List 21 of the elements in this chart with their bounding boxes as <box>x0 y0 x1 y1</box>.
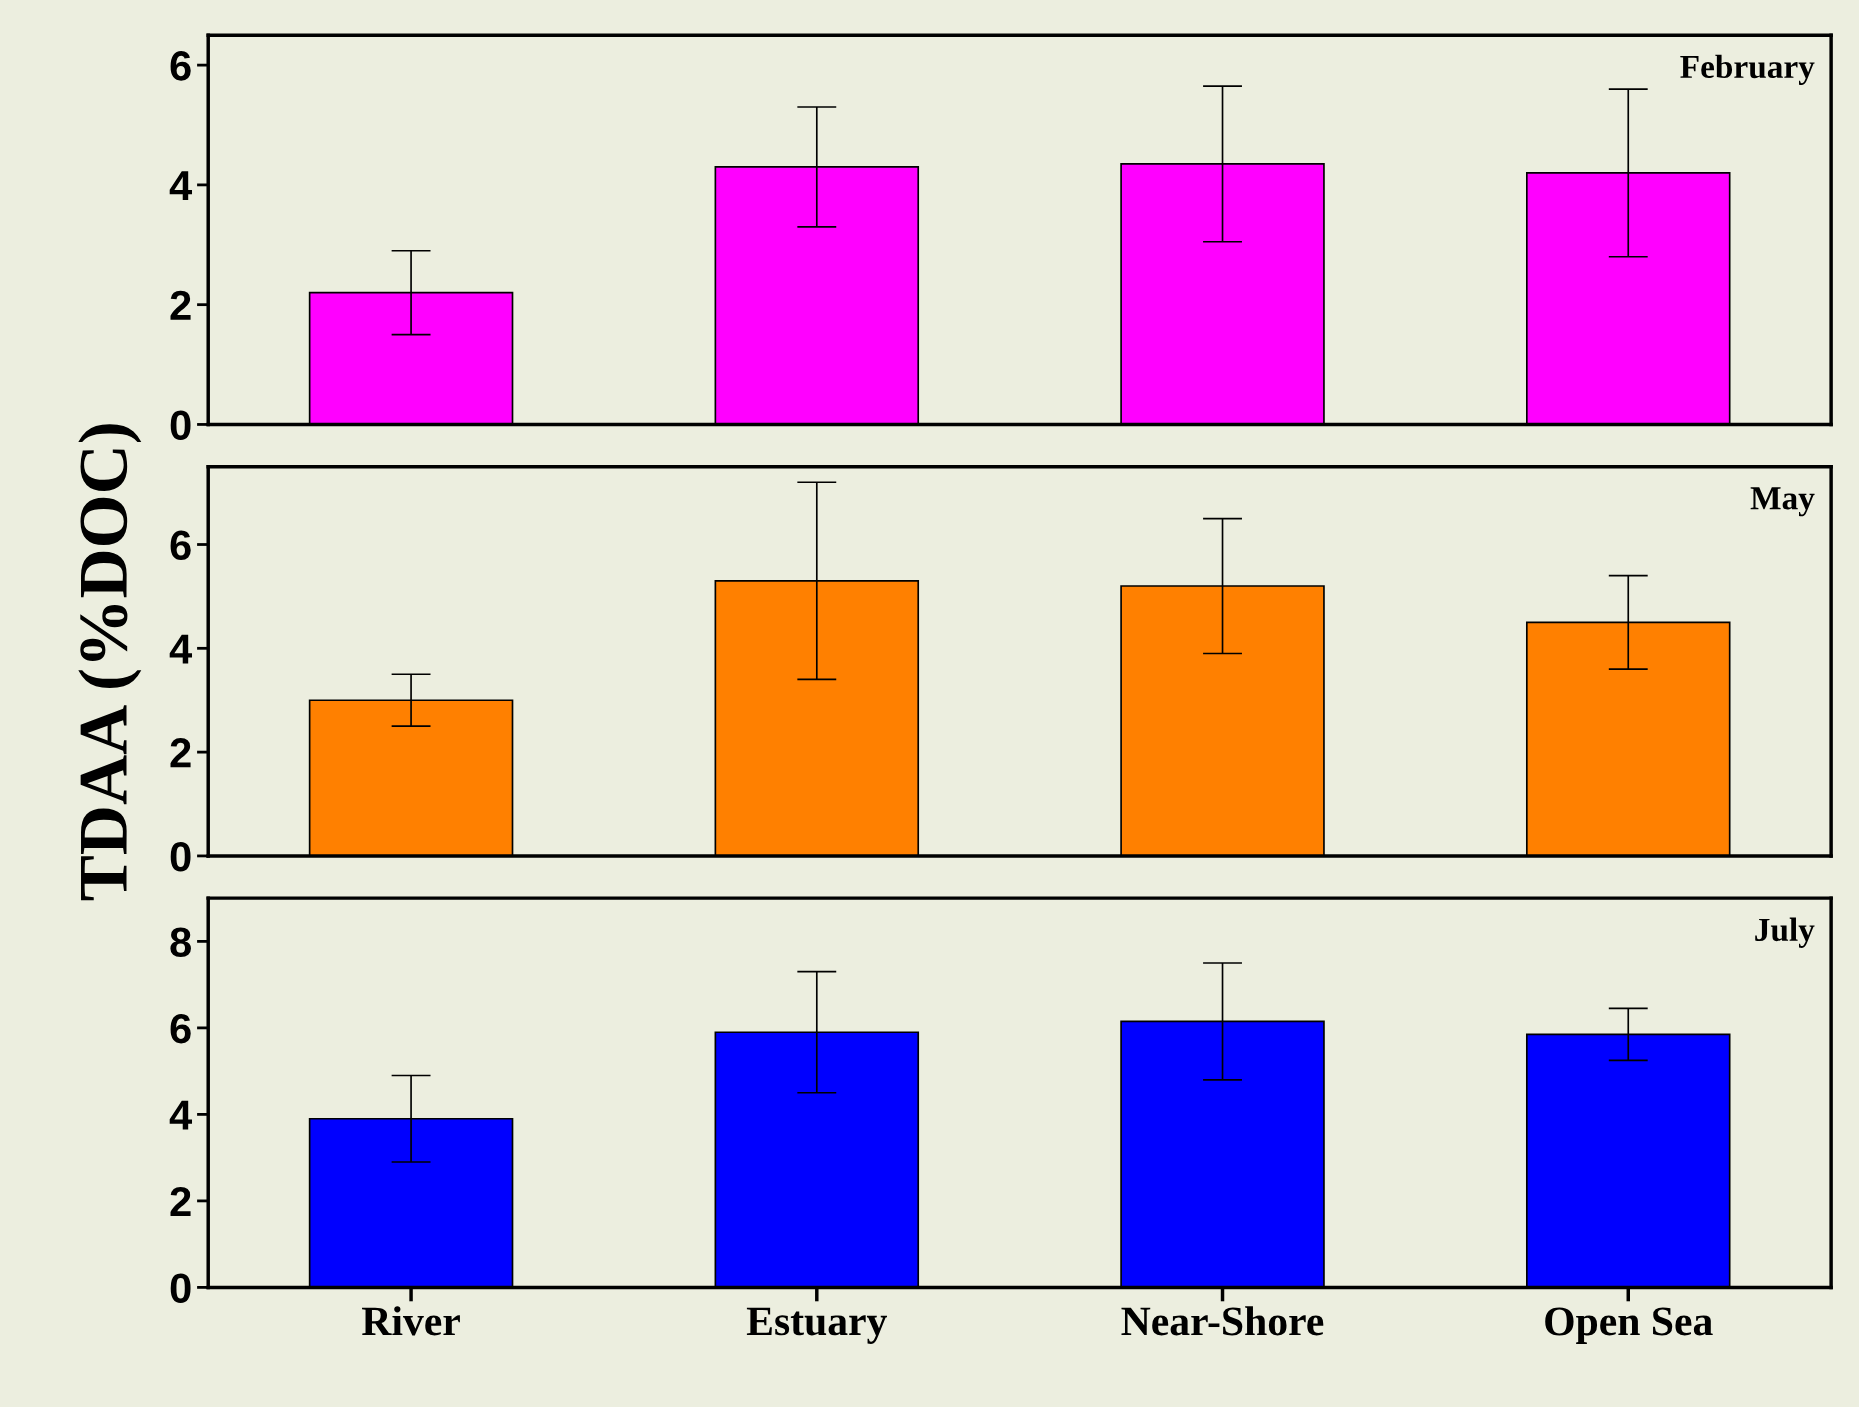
text: July <box>1755 917 1815 948</box>
text: February <box>1680 54 1815 85</box>
y-tick-label: 2 <box>170 738 191 768</box>
x-tick-label: Open Sea <box>1545 1307 1713 1344</box>
y-tick-label: 6 <box>170 1013 191 1044</box>
x-tick-label: Estuary <box>746 1307 887 1344</box>
y-tick-label: 4 <box>169 634 193 664</box>
y-tick-label: 6 <box>170 530 191 561</box>
y-tick-label: 0 <box>170 410 191 440</box>
x-tick-label: Near-Shore <box>1121 1306 1324 1336</box>
y-tick-label: 6 <box>170 51 191 81</box>
y-tick-label: 0 <box>170 1273 191 1303</box>
y-axis-title: TDAA (%DOC) <box>78 424 142 901</box>
y-tick-label: 4 <box>169 171 193 200</box>
x-tick-label: River <box>362 1306 460 1336</box>
y-tick-label: 0 <box>170 841 191 872</box>
text: May <box>1750 487 1815 517</box>
y-tick-label: 2 <box>170 290 191 320</box>
y-tick-label: 2 <box>170 1186 191 1216</box>
y-tick-label: 8 <box>170 927 191 957</box>
y-tick-label: 4 <box>169 1100 193 1130</box>
